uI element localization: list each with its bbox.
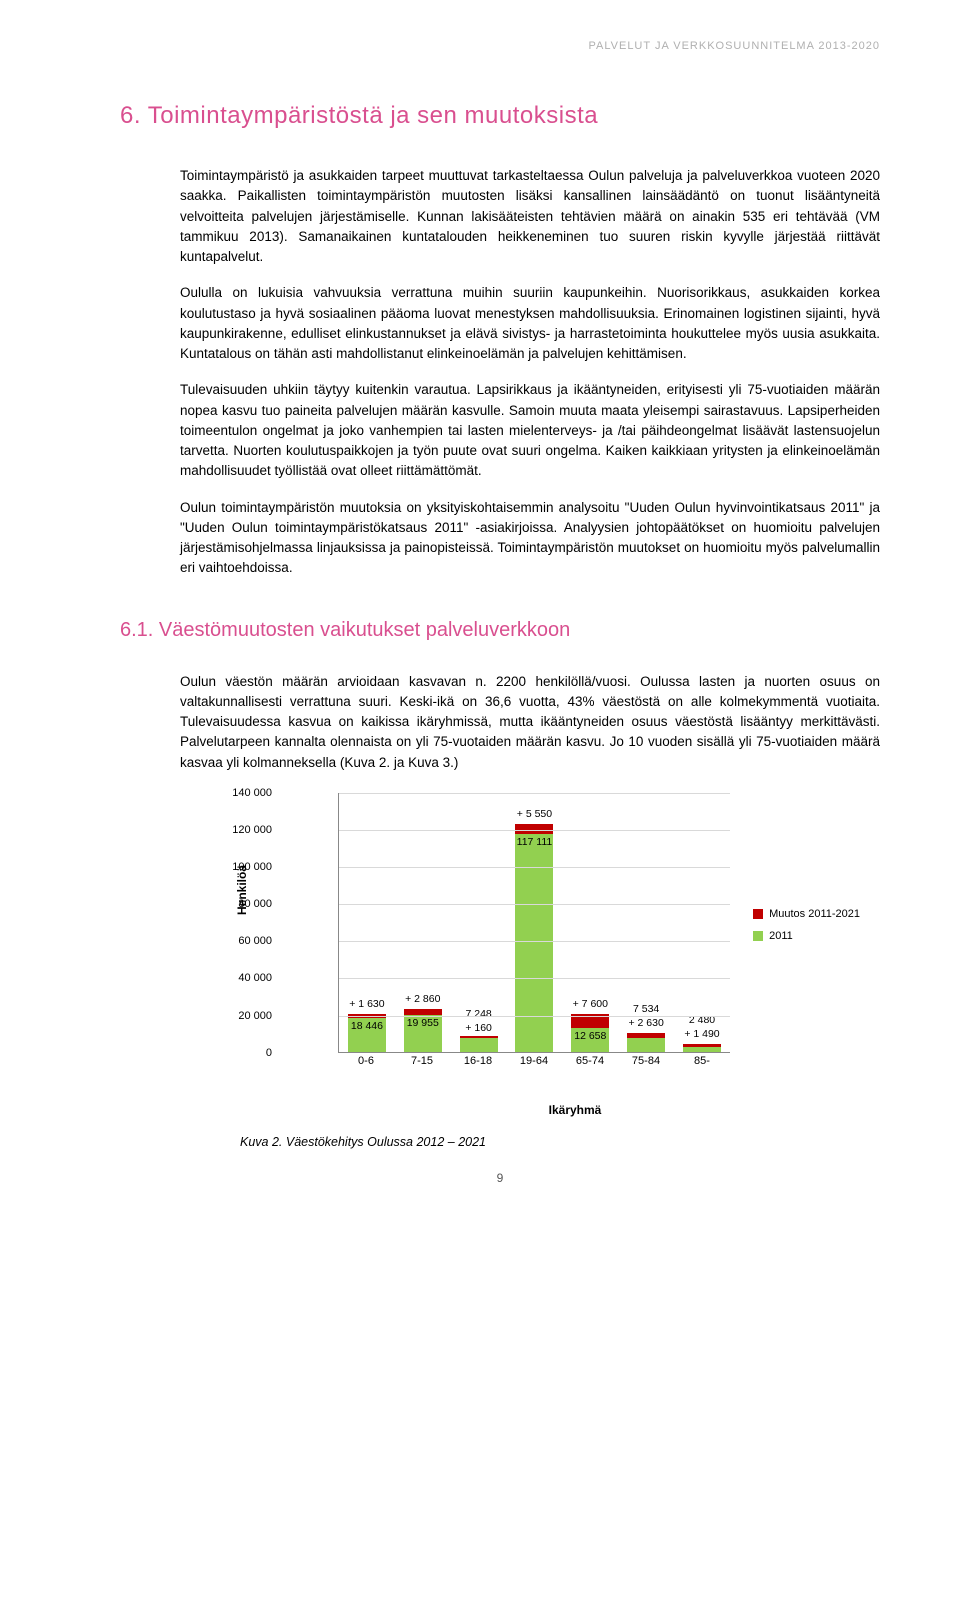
x-tick-label: 65-74 bbox=[571, 1055, 609, 1067]
y-tick-label: 140 000 bbox=[232, 787, 272, 799]
page-header: PALVELUT JA VERKKOSUUNNITELMA 2013-2020 bbox=[120, 40, 880, 52]
chart-legend: Muutos 2011-2021 2011 bbox=[753, 908, 860, 952]
x-tick-label: 7-15 bbox=[403, 1055, 441, 1067]
legend-swatch-change bbox=[753, 909, 763, 919]
paragraph: Toimintaympäristö ja asukkaiden tarpeet … bbox=[180, 166, 880, 267]
gridline bbox=[339, 941, 730, 942]
population-chart: Henkilöä 020 00040 00060 00080 000100 00… bbox=[240, 793, 860, 1149]
x-tick-label: 75-84 bbox=[627, 1055, 665, 1067]
gridline bbox=[339, 978, 730, 979]
document-page: PALVELUT JA VERKKOSUUNNITELMA 2013-2020 … bbox=[0, 0, 960, 1215]
gridline bbox=[339, 830, 730, 831]
chart-caption: Kuva 2. Väestökehitys Oulussa 2012 – 202… bbox=[240, 1135, 860, 1149]
bar-group: + 2 6307 534 bbox=[627, 1033, 665, 1052]
bar-change-label: + 1 630 bbox=[349, 998, 384, 1010]
gridline bbox=[339, 1016, 730, 1017]
bar-change-label: + 7 600 bbox=[573, 998, 608, 1010]
bar-base bbox=[627, 1038, 665, 1052]
y-tick-label: 100 000 bbox=[232, 861, 272, 873]
page-number: 9 bbox=[120, 1171, 880, 1185]
bar-base-label: 7 534 bbox=[633, 1003, 659, 1015]
x-tick-label: 19-64 bbox=[515, 1055, 553, 1067]
bar-base bbox=[683, 1047, 721, 1052]
bar-base-label: 18 446 bbox=[351, 1020, 383, 1032]
legend-item: 2011 bbox=[753, 930, 860, 942]
bar-change-label: + 160 bbox=[465, 1022, 492, 1034]
legend-label: Muutos 2011-2021 bbox=[769, 908, 860, 920]
bar-base bbox=[460, 1038, 498, 1051]
paragraph: Tulevaisuuden uhkiin täytyy kuitenkin va… bbox=[180, 380, 880, 481]
y-tick-label: 20 000 bbox=[238, 1010, 272, 1022]
body-text: Toimintaympäristö ja asukkaiden tarpeet … bbox=[180, 166, 880, 1149]
y-tick-label: 80 000 bbox=[238, 898, 272, 910]
bar-group: + 1 63018 446 bbox=[348, 1014, 386, 1051]
paragraph: Oululla on lukuisia vahvuuksia verrattun… bbox=[180, 283, 880, 364]
y-tick-label: 120 000 bbox=[232, 824, 272, 836]
plot-area: + 1 63018 446+ 2 86019 955+ 1607 248+ 5 … bbox=[338, 793, 730, 1053]
legend-item: Muutos 2011-2021 bbox=[753, 908, 860, 920]
bars-container: + 1 63018 446+ 2 86019 955+ 1607 248+ 5 … bbox=[339, 793, 730, 1052]
gridline bbox=[339, 904, 730, 905]
paragraph: Oulun väestön määrän arvioidaan kasvavan… bbox=[180, 672, 880, 773]
x-tick-label: 0-6 bbox=[347, 1055, 385, 1067]
bar-base-label: 117 111 bbox=[517, 836, 553, 848]
bar-group: + 5 550117 111 bbox=[515, 824, 553, 1052]
bar-group: + 1 4902 480 bbox=[683, 1044, 721, 1051]
y-tick-label: 0 bbox=[266, 1047, 272, 1059]
x-tick-label: 85- bbox=[683, 1055, 721, 1067]
bar-base-label: 7 248 bbox=[465, 1008, 491, 1020]
x-axis-title: Ikäryhmä bbox=[290, 1103, 860, 1117]
bar-change-label: + 1 490 bbox=[684, 1028, 719, 1040]
y-tick-label: 40 000 bbox=[238, 972, 272, 984]
paragraph: Oulun toimintaympäristön muutoksia on yk… bbox=[180, 498, 880, 579]
gridline bbox=[339, 793, 730, 794]
x-tick-label: 16-18 bbox=[459, 1055, 497, 1067]
legend-label: 2011 bbox=[769, 930, 793, 942]
bar-change-label: + 2 860 bbox=[405, 993, 440, 1005]
gridline bbox=[339, 867, 730, 868]
subsection-title: 6.1. Väestömuutosten vaikutukset palvelu… bbox=[120, 619, 880, 642]
bar-group: + 7 60012 658 bbox=[571, 1014, 609, 1052]
bar-base-label: 12 658 bbox=[574, 1030, 606, 1042]
section-title: 6. Toimintaympäristöstä ja sen muutoksis… bbox=[120, 102, 880, 130]
y-tick-label: 60 000 bbox=[238, 935, 272, 947]
bar-change-label: + 5 550 bbox=[517, 808, 552, 820]
legend-swatch-base bbox=[753, 931, 763, 941]
bar-change-label: + 2 630 bbox=[628, 1017, 663, 1029]
x-axis-labels: 0-6 7-15 16-18 19-64 65-74 75-84 85- bbox=[338, 1055, 730, 1067]
bar-group: + 1607 248 bbox=[460, 1036, 498, 1051]
bar-base-label: 19 955 bbox=[407, 1017, 439, 1029]
